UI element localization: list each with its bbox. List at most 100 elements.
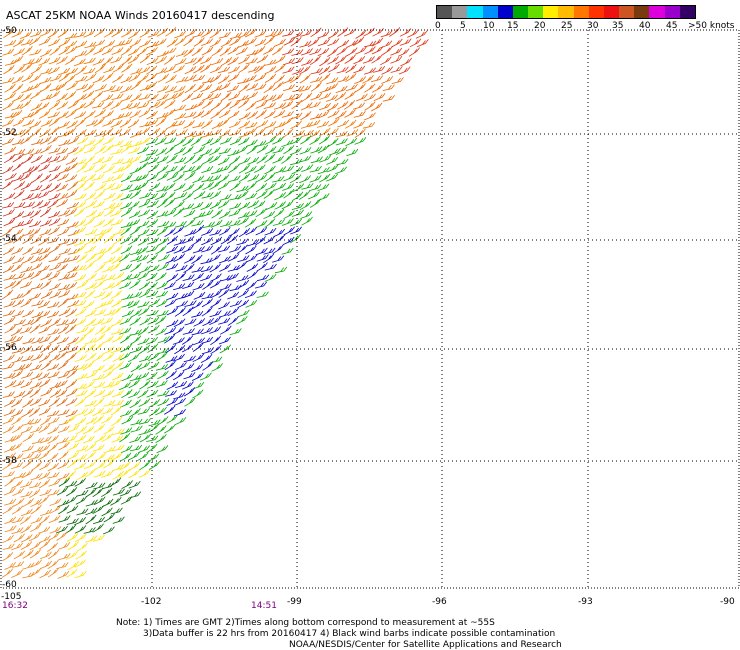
wind-barb xyxy=(110,100,123,110)
wind-barb xyxy=(102,282,115,291)
wind-barb xyxy=(129,329,142,336)
wind-barb xyxy=(291,209,304,217)
wind-barb xyxy=(47,310,60,318)
wind-barb xyxy=(156,445,169,454)
wind-barb xyxy=(65,487,78,497)
wind-barb xyxy=(202,99,214,109)
wind-barb xyxy=(254,236,266,246)
wind-barb xyxy=(201,137,214,147)
lon-label: -102 xyxy=(141,597,162,607)
wind-barb xyxy=(182,328,195,335)
wind-barb xyxy=(400,57,413,67)
wind-barb xyxy=(129,130,142,138)
wind-barb xyxy=(74,102,87,111)
wind-barb xyxy=(182,165,196,173)
wind-barb xyxy=(85,416,98,425)
wind-barb xyxy=(310,146,323,154)
wind-barb xyxy=(174,344,186,355)
wind-barb xyxy=(184,65,197,75)
wind-barb xyxy=(74,517,87,526)
wind-barb xyxy=(139,433,152,443)
wind-barb xyxy=(21,73,34,83)
wind-barb xyxy=(264,263,277,271)
grid-lines xyxy=(0,30,740,588)
colorbar-segment xyxy=(482,6,498,18)
wind-barb xyxy=(101,47,114,56)
wind-barb xyxy=(111,93,124,100)
wind-barb xyxy=(272,45,284,56)
wind-barb xyxy=(38,57,51,66)
wind-barb xyxy=(245,280,257,291)
wind-barb xyxy=(83,461,96,470)
wind-barb xyxy=(211,363,223,372)
wind-barb xyxy=(110,405,123,416)
wind-barb xyxy=(119,317,132,325)
wind-barb xyxy=(112,353,125,362)
wind-barb xyxy=(13,65,25,74)
wind-barb xyxy=(139,39,151,48)
wind-barb xyxy=(164,405,176,415)
wind-barb xyxy=(4,59,18,66)
wind-barb xyxy=(164,360,176,371)
wind-barb xyxy=(184,318,197,326)
wind-barb xyxy=(110,201,123,210)
wind-barb xyxy=(299,65,311,75)
wind-barb xyxy=(138,344,151,354)
wind-barb xyxy=(255,173,268,183)
wind-barb xyxy=(264,227,277,236)
wind-barb xyxy=(184,229,197,237)
wind-barb xyxy=(372,65,386,73)
wind-barb xyxy=(57,409,70,416)
wind-barb xyxy=(65,281,78,291)
wind-barb xyxy=(309,184,322,191)
wind-barb xyxy=(381,66,394,75)
wind-barb xyxy=(2,363,15,370)
wind-barb xyxy=(174,112,187,121)
wind-barb xyxy=(247,200,260,209)
wind-barb xyxy=(246,83,259,91)
wind-barb xyxy=(300,111,312,121)
wind-barb xyxy=(139,380,151,390)
note-line-3: NOAA/NESDIS/Center for Satellite Applica… xyxy=(289,640,562,650)
wind-barb xyxy=(164,221,177,228)
wind-barb xyxy=(11,293,24,300)
wind-barb xyxy=(147,361,160,370)
wind-barb xyxy=(10,335,24,344)
wind-barb xyxy=(138,93,152,101)
wind-barb xyxy=(20,508,33,517)
wind-barb xyxy=(146,210,159,220)
wind-barb xyxy=(128,491,142,499)
wind-barb xyxy=(49,244,61,254)
wind-barb xyxy=(274,55,286,64)
wind-barb xyxy=(209,38,222,48)
colorbar-label: 5 xyxy=(460,21,466,31)
wind-barb xyxy=(103,65,116,74)
wind-barb xyxy=(227,272,239,281)
wind-barb xyxy=(57,570,70,579)
wind-barb xyxy=(229,181,241,192)
wind-barb xyxy=(21,469,34,479)
wind-barb xyxy=(244,290,257,299)
wind-barb xyxy=(238,98,250,109)
wind-barb xyxy=(119,382,131,391)
wind-barb xyxy=(345,64,357,74)
wind-barb xyxy=(58,38,71,47)
colorbar-segment xyxy=(452,6,468,18)
wind-barb xyxy=(11,103,24,111)
wind-barb xyxy=(94,461,106,471)
wind-barb xyxy=(166,92,178,101)
wind-barb xyxy=(11,93,24,102)
wind-barb xyxy=(102,389,115,398)
wind-barb xyxy=(327,56,339,65)
wind-barb xyxy=(38,353,51,363)
wind-barb xyxy=(22,388,34,398)
wind-barb xyxy=(13,47,25,56)
wind-barb xyxy=(128,73,141,83)
wind-barb xyxy=(192,74,206,82)
wind-barb xyxy=(157,172,169,181)
wind-barb xyxy=(263,210,276,219)
wind-barb xyxy=(82,83,95,93)
wind-barb xyxy=(39,461,51,471)
wind-barb xyxy=(57,298,69,308)
wind-barb xyxy=(317,144,330,154)
